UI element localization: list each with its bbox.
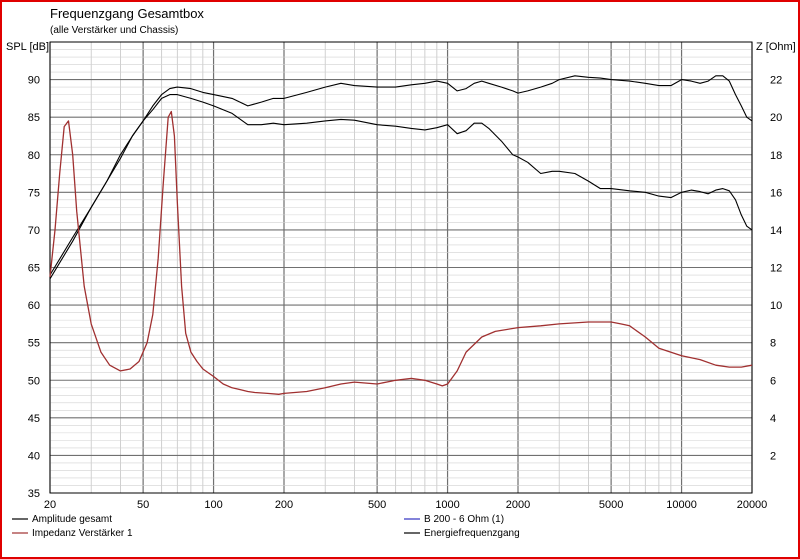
y-tick-label-right: 22 — [770, 75, 782, 87]
y-tick-label-right: 6 — [770, 375, 776, 387]
y-tick-label-left: 80 — [28, 150, 40, 162]
series-line-1 — [49, 94, 753, 280]
y-tick-label-right: 2 — [770, 450, 776, 462]
y-tick-label-left: 90 — [28, 75, 40, 87]
y-tick-label-left: 60 — [28, 300, 40, 312]
legend-label: Impedanz Verstärker 1 — [32, 528, 133, 539]
series-line-2 — [49, 75, 753, 276]
y-tick-label-right: 14 — [770, 225, 782, 237]
y-tick-label-left: 40 — [28, 450, 40, 462]
y-tick-label-left: 85 — [28, 112, 40, 124]
y-tick-label-right: 20 — [770, 112, 782, 124]
y-tick-label-left: 65 — [28, 263, 40, 275]
chart-title: Frequenzgang Gesamtbox — [50, 6, 204, 21]
x-tick-label: 10000 — [666, 499, 697, 511]
y-tick-label-left: 35 — [28, 488, 40, 500]
axis-ticks: 20 50 100 200 500 1000 2000 5000 10000 20000 35 40 4… — [28, 75, 783, 511]
series-lines — [49, 75, 753, 395]
y-tick-label-right: 12 — [770, 263, 782, 275]
y-tick-label-left: 50 — [28, 375, 40, 387]
y-tick-label-left: 70 — [28, 225, 40, 237]
x-tick-label: 500 — [368, 499, 386, 511]
legend-label: Amplitude gesamt — [32, 514, 112, 525]
x-tick-label: 20 — [44, 499, 56, 511]
y-axis-label-right: Z [Ohm] — [756, 41, 796, 53]
grid — [49, 41, 753, 494]
x-tick-label: 1000 — [435, 499, 459, 511]
x-tick-label: 5000 — [599, 499, 623, 511]
y-tick-label-left: 45 — [28, 413, 40, 425]
plot-border — [49, 41, 753, 494]
y-tick-label-left: 55 — [28, 338, 40, 350]
y-tick-label-right: 16 — [770, 187, 782, 199]
y-tick-label-left: 75 — [28, 187, 40, 199]
x-tick-label: 100 — [204, 499, 222, 511]
x-tick-label: 200 — [275, 499, 293, 511]
legend-label: Energiefrequenzgang — [424, 528, 520, 539]
x-tick-label: 20000 — [737, 499, 768, 511]
legend-label: B 200 - 6 Ohm (1) — [424, 514, 504, 525]
y-axis-label-left: SPL [dB] — [6, 41, 49, 53]
y-tick-label-right: 10 — [770, 300, 782, 312]
y-tick-label-right: 8 — [770, 338, 776, 350]
legend: Amplitude gesamt Impedanz Verstärker 1 B 2… — [12, 514, 520, 539]
chart-subtitle: (alle Verstärker und Chassis) — [50, 25, 178, 36]
y-tick-label-right: 4 — [770, 413, 776, 425]
x-tick-label: 2000 — [506, 499, 530, 511]
y-tick-label-right: 18 — [770, 150, 782, 162]
x-tick-label: 50 — [137, 499, 149, 511]
series-line-3 — [49, 110, 753, 395]
